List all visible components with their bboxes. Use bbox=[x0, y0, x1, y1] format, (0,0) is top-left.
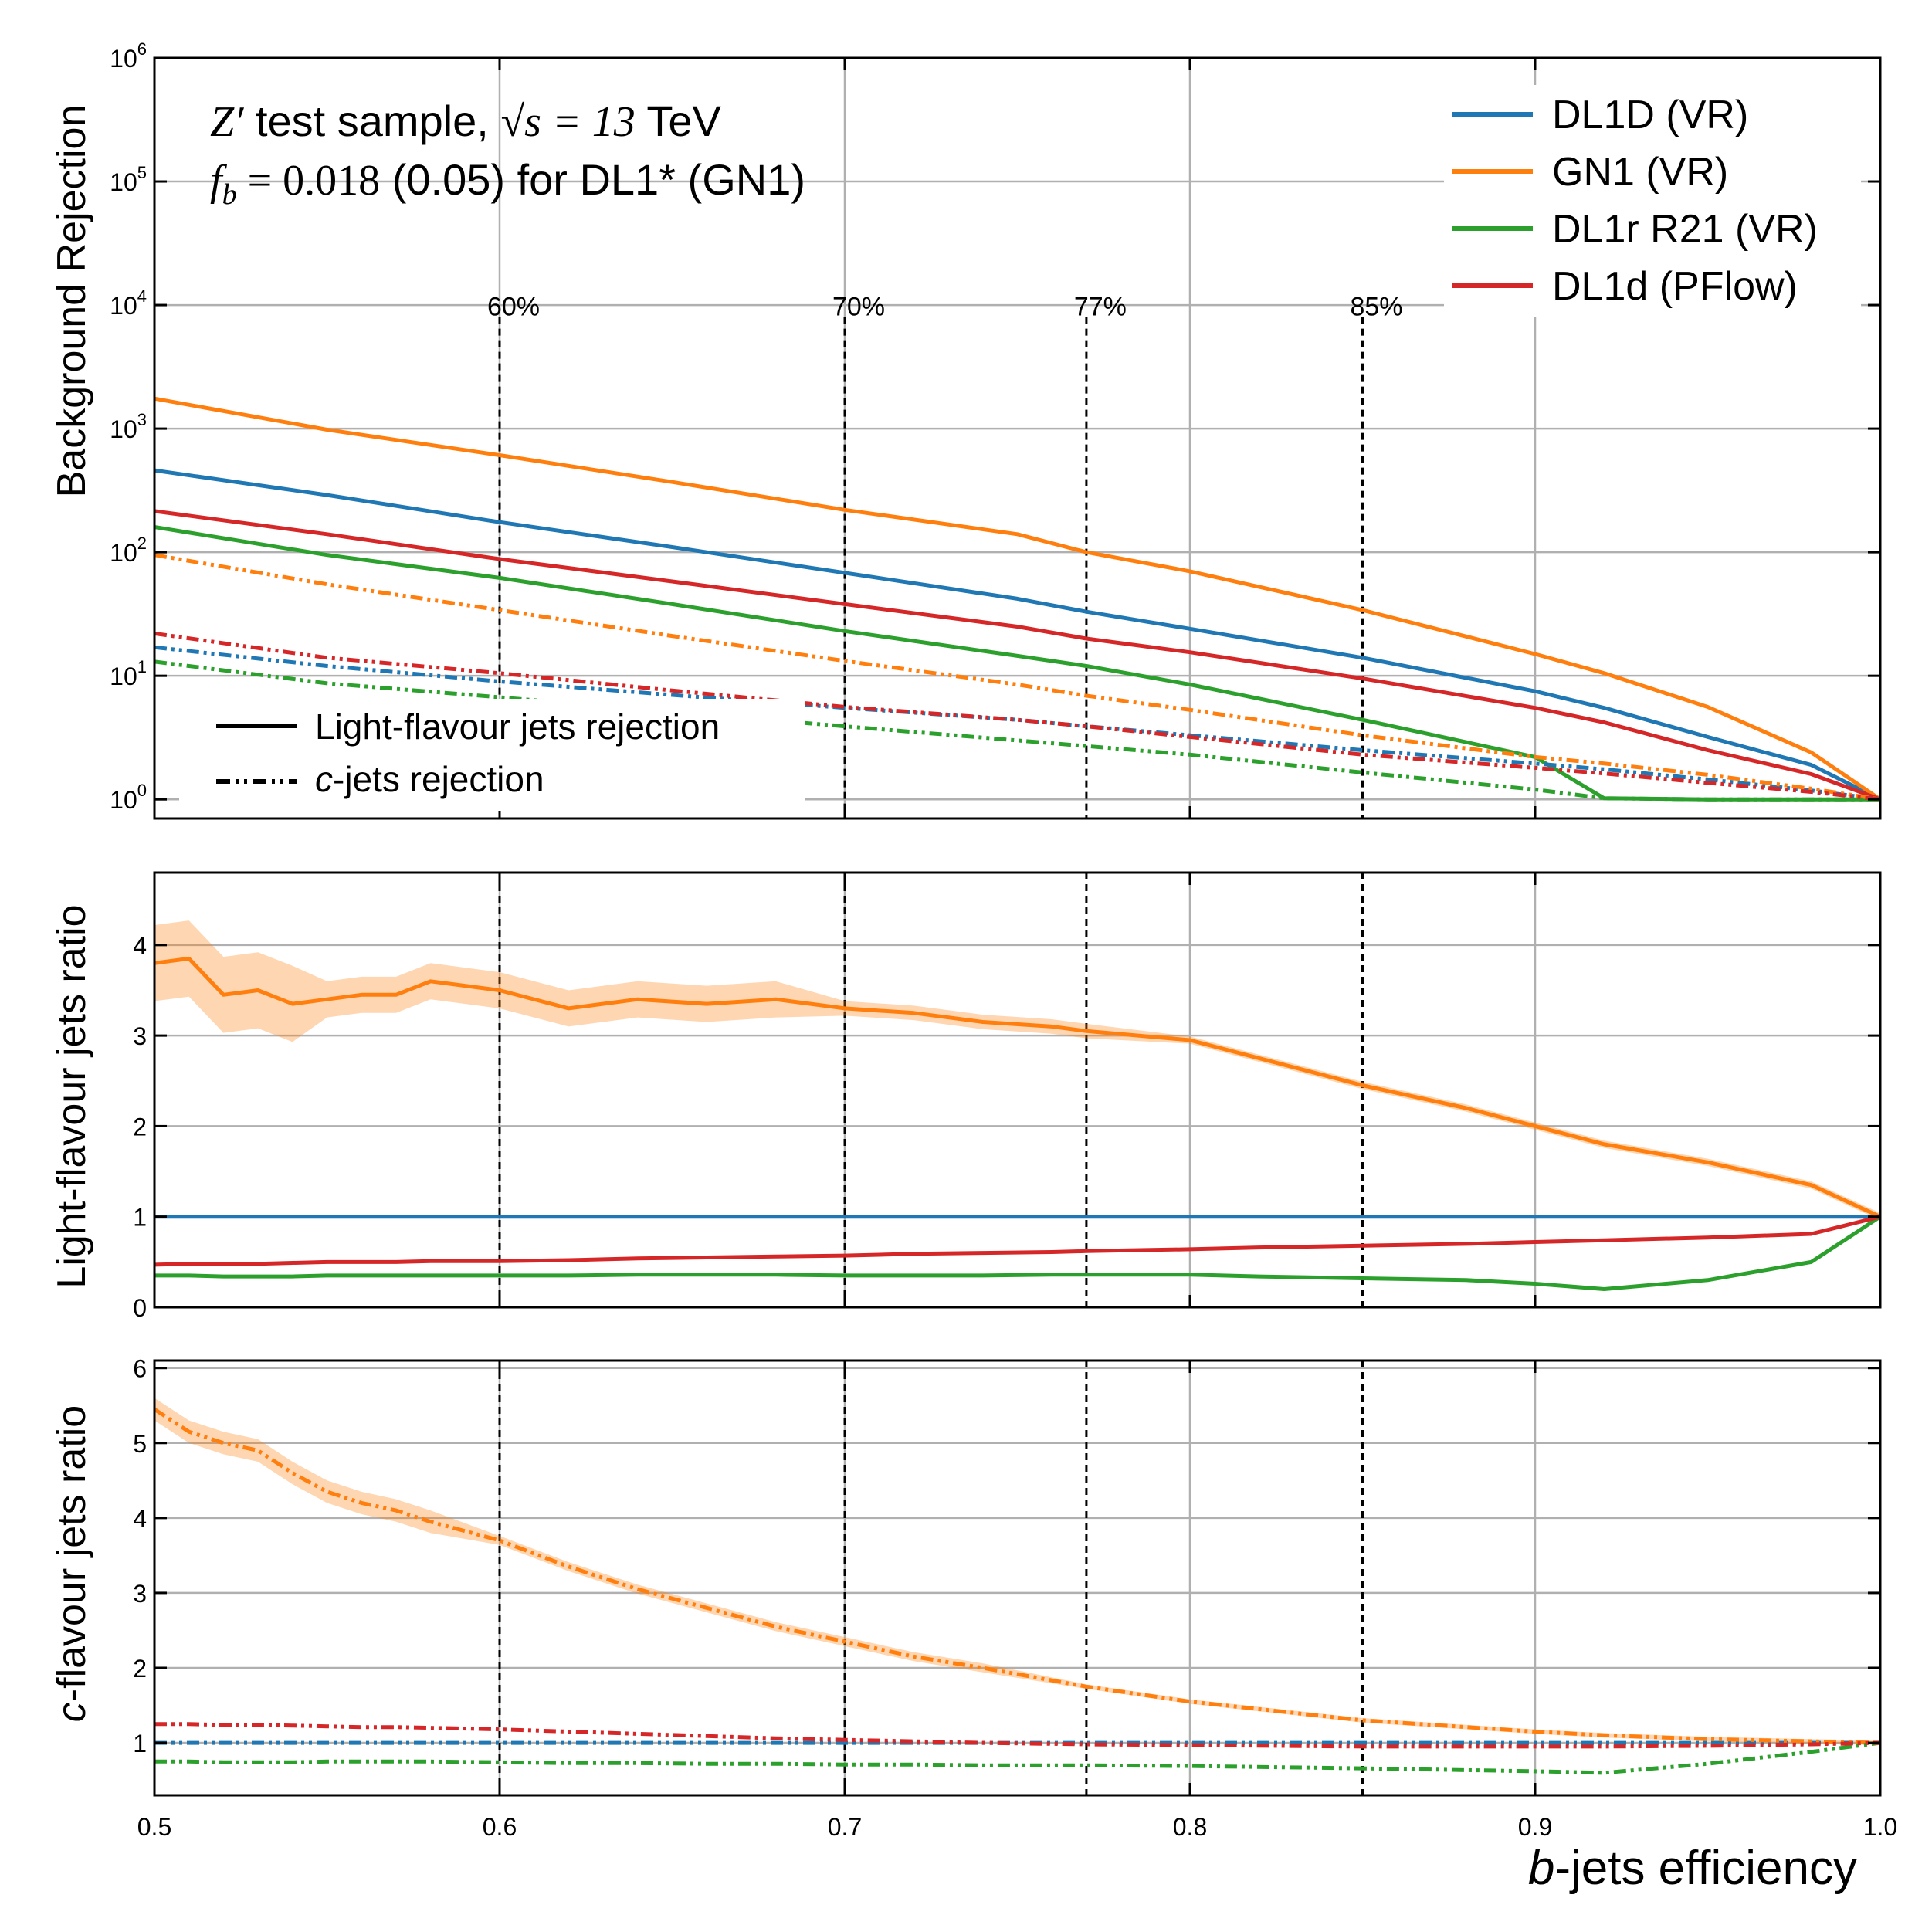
plot-frame bbox=[153, 1359, 1882, 1797]
plot-frame bbox=[153, 56, 1882, 820]
legend-label-dl1d-vr: DL1D (VR) bbox=[1552, 93, 1748, 137]
y-tick-label: 3 bbox=[133, 1022, 147, 1050]
c-ratio-ylabel: c-flavour jets ratio bbox=[49, 1405, 94, 1722]
light-ratio-panel: 0 1 2 3 4 bbox=[133, 871, 1882, 1322]
c-ratio-ylabel-italic: c bbox=[49, 1702, 94, 1722]
y-tick-label: 1 bbox=[133, 1730, 147, 1757]
y-tick-label: 2 bbox=[133, 1655, 147, 1683]
gn1-uncertainty-band bbox=[154, 920, 1880, 1221]
y-tick-label: 101 bbox=[110, 657, 147, 690]
working-point-label: 85% bbox=[1350, 293, 1402, 322]
style-legend: Light-flavour jets rejection c-jets reje… bbox=[179, 699, 805, 811]
series-line-gn1-vr-solid bbox=[154, 956, 1882, 1218]
rejection-ylabel: Background Rejection bbox=[49, 105, 94, 498]
y-tick-label: 3 bbox=[133, 1580, 147, 1608]
y-tick-label: 106 bbox=[110, 39, 147, 73]
x-tick-label: 0.6 bbox=[483, 1813, 517, 1841]
annotation-box: Z′ test sample, √s = 13 TeV fb = 0.018 (… bbox=[210, 97, 805, 211]
series-line-gn1-vr-solid bbox=[154, 396, 1882, 802]
series-line-dl1d-pflow-solid bbox=[154, 1215, 1881, 1267]
y-tick-label: 102 bbox=[110, 534, 147, 567]
style-legend-solid-label: Light-flavour jets rejection bbox=[315, 707, 720, 747]
y-tick-label: 100 bbox=[110, 781, 147, 814]
annotation-fsub: b bbox=[222, 178, 237, 211]
series-legend: DL1D (VR) GN1 (VR) DL1r R21 (VR) DL1d (P… bbox=[1444, 85, 1861, 317]
y-tick-label: 5 bbox=[133, 1430, 147, 1458]
y-tick-label: 1 bbox=[133, 1204, 147, 1232]
annotation-line-2: fb = 0.018 (0.05) for DL1* (GN1) bbox=[210, 155, 805, 211]
annotation-zprime: Z′ bbox=[210, 98, 244, 146]
annotation-sqrt: √s = 13 bbox=[500, 98, 635, 146]
series-line-gn1-vr-dashdot bbox=[153, 1408, 1881, 1745]
series-line-dl1d-vr-solid bbox=[154, 468, 1882, 802]
working-point-label: 60% bbox=[487, 293, 540, 322]
style-legend-dashdot-rest: -jets rejection bbox=[333, 759, 544, 799]
rejection-panel: 60% 70% 77% 85% 100 101 102 103 104 105 106 bbox=[110, 39, 1882, 820]
series-line-dl1d-pflow-dashdot bbox=[154, 1722, 1881, 1749]
y-tick-label: 104 bbox=[110, 286, 147, 320]
legend-label-dl1d-pflow: DL1d (PFlow) bbox=[1552, 264, 1798, 309]
x-tick-label: 0.9 bbox=[1518, 1813, 1552, 1841]
style-legend-dashdot-italic: c bbox=[315, 759, 333, 799]
annotation-line-1: Z′ test sample, √s = 13 TeV bbox=[210, 97, 721, 146]
y-tick-label: 105 bbox=[110, 163, 147, 196]
y-tick-label: 4 bbox=[133, 932, 147, 960]
series-line-dl1r-r21-vr-dashdot bbox=[154, 1740, 1881, 1775]
annotation-eq: = 0.018 bbox=[237, 157, 381, 205]
x-axis-label-rest: -jets efficiency bbox=[1554, 1842, 1857, 1895]
annotation-fraction-text: (0.05) for DL1* (GN1) bbox=[380, 155, 805, 204]
series-line-dl1d-pflow-dashdot bbox=[154, 631, 1881, 802]
series-line-dl1d-vr-dashdot bbox=[154, 645, 1881, 802]
c-ratio-panel: 1 2 3 4 5 6 0.5 0.6 0.7 0.8 0.9 1.0 bbox=[133, 1355, 1897, 1841]
x-tick-label: 1.0 bbox=[1863, 1813, 1897, 1841]
working-point-label: 70% bbox=[832, 293, 885, 322]
series-line-dl1r-r21-vr-solid bbox=[154, 1215, 1882, 1291]
y-tick-label: 0 bbox=[133, 1294, 147, 1322]
working-point-label: 77% bbox=[1074, 293, 1127, 322]
style-legend-dashdot-label: c-jets rejection bbox=[315, 759, 544, 799]
legend-background bbox=[1444, 85, 1861, 317]
annotation-unit: TeV bbox=[636, 97, 722, 145]
x-tick-label: 0.5 bbox=[137, 1813, 171, 1841]
x-axis-label-italic: b bbox=[1528, 1842, 1554, 1895]
annotation-test-sample: test sample, bbox=[243, 97, 500, 145]
x-axis-label: b-jets efficiency bbox=[1528, 1842, 1857, 1895]
y-tick-label: 2 bbox=[133, 1113, 147, 1140]
series-line-gn1-vr-dashdot bbox=[154, 553, 1881, 802]
y-tick-label: 4 bbox=[133, 1505, 147, 1533]
light-ratio-ylabel: Light-flavour jets ratio bbox=[49, 904, 94, 1288]
legend-label-gn1-vr: GN1 (VR) bbox=[1552, 150, 1728, 195]
plot-frame bbox=[153, 871, 1882, 1309]
style-legend-background bbox=[179, 699, 805, 811]
y-tick-label: 6 bbox=[133, 1355, 147, 1383]
legend-label-dl1r-r21-vr: DL1r R21 (VR) bbox=[1552, 207, 1818, 252]
gn1-uncertainty-band bbox=[154, 1398, 1880, 1745]
c-ratio-ylabel-rest: -flavour jets ratio bbox=[49, 1405, 94, 1702]
y-tick-label: 103 bbox=[110, 410, 147, 443]
x-tick-label: 0.7 bbox=[828, 1813, 862, 1841]
series-line-dl1d-pflow-solid bbox=[154, 509, 1881, 802]
x-tick-label: 0.8 bbox=[1173, 1813, 1207, 1841]
